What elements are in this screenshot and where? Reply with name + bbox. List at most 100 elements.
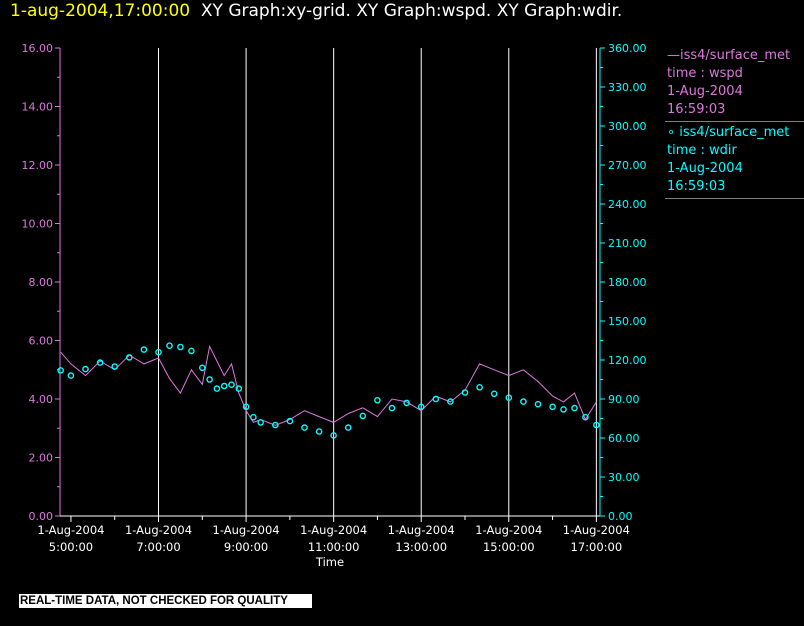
y-right-tick-label: 210.00 [608,237,647,250]
y-right-tick-label: 150.00 [608,315,647,328]
data-point-wdir [315,428,323,435]
chart-axes [55,47,605,522]
chart-series [57,342,600,439]
legend-wdir-time: 16:59:03 [667,179,726,194]
data-point-wdir [374,396,381,404]
data-point-wdir [534,400,542,408]
legend-wdir-variable: time : wdir [667,143,737,158]
data-point-wdir [520,398,527,405]
x-tick-label-time: 13:00:00 [395,540,447,554]
data-point-wdir [417,403,425,411]
legend-wspd-series: —iss4/surface_met [667,48,791,63]
y-left-tick-label: 10.00 [22,218,54,231]
data-point-wdir [490,390,498,398]
data-point-wdir [213,385,221,392]
legend-wdir-date: 1-Aug-2004 [667,161,743,176]
data-point-wdir [140,346,148,353]
data-point-wdir [344,424,352,431]
data-point-wdir [235,385,243,392]
y-left-tick-label: 12.00 [22,159,54,172]
data-point-wdir [560,406,567,413]
data-point-wdir [549,403,556,411]
legend-wspd-date: 1-Aug-2004 [667,84,743,99]
x-tick-label-date: 1-Aug-2004 [388,523,455,537]
data-point-wdir [582,413,589,421]
x-tick-label-date: 1-Aug-2004 [37,523,104,537]
x-tick-label-date: 1-Aug-2004 [125,523,192,537]
legend: —iss4/surface_met time : wspd 1-Aug-2004… [665,45,804,199]
y-right-tick-label: 300.00 [608,120,647,133]
data-point-wdir [505,394,513,402]
y-right-tick-label: 0.00 [608,510,633,523]
data-point-wdir [67,372,75,379]
x-tick-label-date: 1-Aug-2004 [563,523,630,537]
header-graph-list: XY Graph:xy-grid. XY Graph:wspd. XY Grap… [200,1,623,21]
y-right-tick-label: 360.00 [608,42,647,55]
legend-entry-wdir: ∘ iss4/surface_met time : wdir 1-Aug-200… [665,122,804,199]
data-point-wdir [198,364,206,372]
header-title: 1-aug-2004,17:00:00 XY Graph:xy-grid. XY… [10,1,622,21]
legend-wspd-variable: time : wspd [667,66,743,81]
legend-wspd-time: 16:59:03 [667,102,726,117]
data-point-wdir [228,381,235,389]
data-point-wdir [155,348,162,356]
x-axis-label: Time [315,555,344,569]
y-left-tick-label: 2.00 [29,452,54,465]
x-tick-label-date: 1-Aug-2004 [475,523,542,537]
x-tick-label-time: 7:00:00 [136,540,180,554]
y-left-tick-label: 4.00 [29,393,54,406]
data-point-wdir [96,359,104,366]
data-point-wdir [111,363,118,370]
y-right-tick-label: 240.00 [608,198,647,211]
data-point-wdir [188,347,195,355]
header-timestamp: 1-aug-2004,17:00:00 [10,1,191,21]
x-tick-label-date: 1-Aug-2004 [300,523,367,537]
data-point-wdir [301,424,308,431]
y-left-tick-label: 16.00 [22,42,54,55]
legend-wdir-series: ∘ iss4/surface_met [667,125,790,140]
x-tick-label-time: 17:00:00 [571,540,623,554]
data-point-wdir [571,404,578,412]
data-point-wdir [476,383,483,391]
y-right-tick-label: 90.00 [608,393,640,406]
series-line-wspd [60,344,597,426]
data-point-wdir [330,432,337,439]
x-tick-label-time: 9:00:00 [224,540,268,554]
data-point-wdir [403,399,410,407]
legend-entry-wspd: —iss4/surface_met time : wspd 1-Aug-2004… [665,45,804,122]
y-right-tick-label: 270.00 [608,159,647,172]
x-tick-label-date: 1-Aug-2004 [213,523,280,537]
data-point-wdir [359,412,367,420]
chart-labels: 0.00 2.00 4.00 6.00 8.00 10.00 12.00 14.00 16.00… [22,42,647,569]
x-tick-label-time: 5:00:00 [49,540,93,554]
grid-lines [158,48,597,516]
x-tick-label-time: 11:00:00 [308,540,360,554]
y-right-tick-label: 30.00 [608,471,640,484]
data-point-wdir [206,376,213,383]
y-left-tick-label: 0.00 [29,510,54,523]
data-point-wdir [432,395,440,403]
data-point-wdir [82,365,89,373]
y-left-tick-label: 8.00 [29,276,54,289]
data-point-wdir [461,389,469,396]
data-point-wdir [257,419,265,426]
y-right-tick-label: 180.00 [608,276,647,289]
data-point-wdir [220,382,228,390]
y-right-tick-label: 120.00 [608,354,647,367]
x-tick-label-time: 15:00:00 [483,540,535,554]
data-point-wdir [126,354,133,361]
data-point-wdir [593,421,600,429]
y-left-tick-label: 6.00 [29,335,54,348]
data-point-wdir [177,343,184,351]
data-point-wdir [250,413,257,421]
data-point-wdir [242,403,250,411]
y-right-tick-label: 330.00 [608,81,647,94]
data-point-wdir [57,367,65,374]
data-point-wdir [271,421,279,429]
data-point-wdir [166,342,173,350]
quality-disclaimer: REAL-TIME DATA, NOT CHECKED FOR QUALITY [19,594,312,608]
y-right-tick-label: 60.00 [608,432,640,445]
data-point-wdir [388,404,396,412]
y-left-tick-label: 14.00 [22,101,54,114]
